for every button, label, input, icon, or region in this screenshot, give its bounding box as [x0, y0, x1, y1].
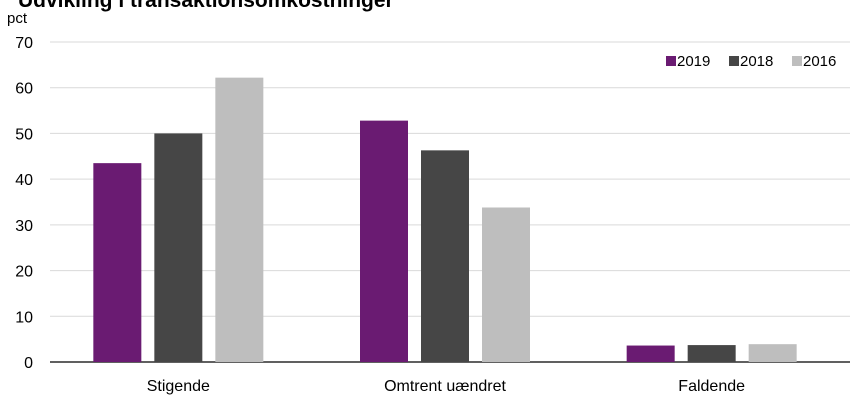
bar-2016-2 [748, 344, 797, 362]
category-labels: Stigende Omtrent uændret Faldende [147, 378, 745, 395]
y-tick-label: 40 [15, 172, 33, 189]
legend-swatch-2018 [729, 56, 739, 66]
bar-2019-0 [93, 163, 142, 362]
bar-2019-2 [626, 345, 675, 362]
legend-label: 2018 [740, 53, 773, 70]
y-tick-label: 0 [24, 355, 33, 372]
legend-label: 2016 [803, 53, 836, 70]
bar-2019-1 [360, 120, 408, 362]
bars [93, 77, 797, 363]
bar-2018-2 [687, 345, 736, 362]
y-tick-label: 20 [15, 264, 33, 281]
y-tick-label: 70 [15, 35, 33, 52]
y-axis-unit-label: pct [7, 10, 28, 27]
legend-swatch-2019 [666, 56, 676, 66]
y-tick-label: 10 [15, 309, 33, 326]
legend-label: 2019 [677, 53, 710, 70]
bar-2018-0 [154, 133, 203, 362]
chart-title: Udvikling i transaktionsomkostninger [18, 0, 394, 12]
bar-2018-1 [421, 150, 469, 362]
bar-2016-1 [482, 207, 530, 362]
y-tick-labels: 0 10 20 30 40 50 60 70 [15, 35, 33, 372]
legend: 2019 2018 2016 [666, 53, 836, 70]
y-tick-label: 30 [15, 218, 33, 235]
category-label: Omtrent uændret [384, 378, 506, 395]
y-tick-label: 50 [15, 126, 33, 143]
bar-2016-0 [215, 77, 264, 363]
category-label: Faldende [678, 378, 745, 395]
legend-swatch-2016 [792, 56, 802, 66]
category-label: Stigende [147, 378, 210, 395]
y-tick-label: 60 [15, 81, 33, 98]
